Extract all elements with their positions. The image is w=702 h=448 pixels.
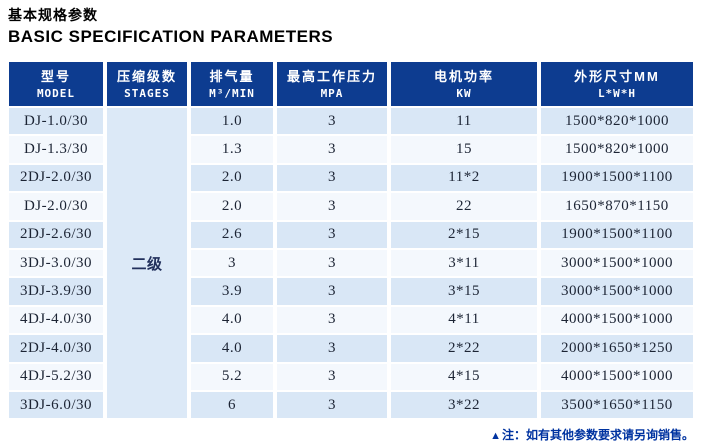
- power-cell: 22: [391, 193, 537, 220]
- col-header-displacement: 排气量 M³/MIN: [191, 62, 273, 106]
- displacement-cell: 4.0: [191, 306, 273, 334]
- dimensions-cell: 3000*1500*1000: [541, 278, 693, 305]
- table-row: 4DJ-4.0/30 4.0 3 4*11 4000*1500*1000: [9, 306, 693, 334]
- col-header-dimensions-unit: L*W*H: [597, 86, 637, 100]
- model-cell: 2DJ-4.0/30: [9, 335, 103, 362]
- table-body: DJ-1.0/30 二级 1.0 3 11 1500*820*1000 DJ-1.3/30 1…: [9, 108, 693, 419]
- col-header-displacement-label-zh: 排气量: [209, 68, 255, 84]
- pressure-cell: 3: [277, 278, 387, 305]
- displacement-cell: 6: [191, 391, 273, 419]
- power-cell: 11: [391, 108, 537, 135]
- power-cell: 3*11: [391, 249, 537, 277]
- displacement-cell: 5.2: [191, 363, 273, 390]
- col-header-dimensions: 外形尺寸MM L*W*H: [541, 62, 693, 106]
- table-row: 2DJ-2.0/30 2.0 3 11*2 1900*1500*1100: [9, 164, 693, 192]
- model-cell: DJ-1.3/30: [9, 136, 103, 163]
- pressure-cell: 3: [277, 391, 387, 419]
- dimensions-cell: 1900*1500*1100: [541, 221, 693, 248]
- table-row: 2DJ-4.0/30 4.0 3 2*22 2000*1650*1250: [9, 335, 693, 362]
- pressure-cell: 3: [277, 193, 387, 220]
- dimensions-cell: 1650*870*1150: [541, 193, 693, 220]
- dimensions-cell: 4000*1500*1000: [541, 306, 693, 334]
- col-header-stages-label-zh: 压缩级数: [116, 68, 177, 84]
- triangle-icon: ▲: [490, 430, 501, 442]
- footnote: ▲注：如有其他参数要求请另询销售。: [490, 426, 694, 443]
- table-row: 4DJ-5.2/30 5.2 3 4*15 4000*1500*1000: [9, 363, 693, 390]
- model-cell: 2DJ-2.6/30: [9, 221, 103, 248]
- model-cell: DJ-1.0/30: [9, 108, 103, 135]
- displacement-cell: 1.0: [191, 108, 273, 135]
- power-cell: 15: [391, 136, 537, 163]
- model-cell: 3DJ-6.0/30: [9, 391, 103, 419]
- page-title-chinese: 基本规格参数: [8, 7, 98, 23]
- model-cell: DJ-2.0/30: [9, 193, 103, 220]
- table-row: DJ-1.0/30 二级 1.0 3 11 1500*820*1000: [9, 108, 693, 419]
- page-title-english: BASIC SPECIFICATION PARAMETERS: [8, 27, 334, 46]
- col-header-stages-unit: STAGES: [124, 86, 170, 100]
- power-cell: 2*15: [391, 221, 537, 248]
- col-header-power-unit: KW: [456, 86, 472, 100]
- dimensions-cell: 4000*1500*1000: [541, 363, 693, 390]
- pressure-cell: 3: [277, 164, 387, 192]
- pressure-cell: 3: [277, 136, 387, 163]
- model-cell: 2DJ-2.0/30: [9, 164, 103, 192]
- dimensions-cell: 1500*820*1000: [541, 108, 693, 135]
- pressure-cell: 3: [277, 221, 387, 248]
- dimensions-cell: 1900*1500*1100: [541, 164, 693, 192]
- model-cell: 3DJ-3.0/30: [9, 249, 103, 277]
- displacement-cell: 4.0: [191, 335, 273, 362]
- displacement-cell: 2.0: [191, 164, 273, 192]
- col-header-model-label-zh: 型号: [40, 68, 71, 84]
- col-header-model: 型号 MODEL: [9, 62, 103, 106]
- power-cell: 4*11: [391, 306, 537, 334]
- pressure-cell: 3: [277, 108, 387, 135]
- model-cell: 3DJ-3.9/30: [9, 278, 103, 305]
- model-cell: 4DJ-4.0/30: [9, 306, 103, 334]
- pressure-cell: 3: [277, 335, 387, 362]
- table-row: 3DJ-3.9/30 3.9 3 3*15 3000*1500*1000: [9, 278, 693, 305]
- dimensions-cell: 3500*1650*1150: [541, 391, 693, 419]
- power-cell: 4*15: [391, 363, 537, 390]
- dimensions-cell: 3000*1500*1000: [541, 249, 693, 277]
- col-header-model-unit: MODEL: [36, 86, 76, 100]
- table-header-row: 型号 MODEL 压缩级数 STAGES 排气量 M³/MIN 最高工作压力 MPA 电机功率 K…: [9, 62, 693, 106]
- col-header-displacement-unit: M³/MIN: [209, 86, 255, 100]
- power-cell: 2*22: [391, 335, 537, 362]
- displacement-cell: 3: [191, 249, 273, 277]
- power-cell: 11*2: [391, 164, 537, 192]
- pressure-cell: 3: [277, 363, 387, 390]
- dimensions-cell: 2000*1650*1250: [541, 335, 693, 362]
- col-header-dimensions-label-zh: 外形尺寸MM: [574, 68, 660, 84]
- dimensions-cell: 1500*820*1000: [541, 136, 693, 163]
- displacement-cell: 1.3: [191, 136, 273, 163]
- footnote-text: 注：如有其他参数要求请另询销售。: [501, 428, 694, 442]
- table-row: DJ-1.3/30 1.3 3 15 1500*820*1000: [9, 136, 693, 163]
- col-header-power-label-zh: 电机功率: [433, 68, 494, 84]
- table-row: 2DJ-2.6/30 2.6 3 2*15 1900*1500*1100: [9, 221, 693, 248]
- table-row: DJ-2.0/30 2.0 3 22 1650*870*1150: [9, 193, 693, 220]
- table-row: 3DJ-6.0/30 6 3 3*22 3500*1650*1150: [9, 391, 693, 419]
- model-cell: 4DJ-5.2/30: [9, 363, 103, 390]
- col-header-stages: 压缩级数 STAGES: [107, 62, 187, 106]
- col-header-pressure-unit: MPA: [320, 86, 344, 100]
- specification-table: 型号 MODEL 压缩级数 STAGES 排气量 M³/MIN 最高工作压力 MPA 电机功率 K…: [5, 60, 697, 420]
- col-header-power: 电机功率 KW: [391, 62, 537, 106]
- pressure-cell: 3: [277, 249, 387, 277]
- displacement-cell: 2.0: [191, 193, 273, 220]
- power-cell: 3*22: [391, 391, 537, 419]
- table-row: 3DJ-3.0/30 3 3 3*11 3000*1500*1000: [9, 249, 693, 277]
- displacement-cell: 2.6: [191, 221, 273, 248]
- power-cell: 3*15: [391, 278, 537, 305]
- displacement-cell: 3.9: [191, 278, 273, 305]
- stages-merged-cell: 二级: [107, 108, 187, 419]
- col-header-pressure: 最高工作压力 MPA: [277, 62, 387, 106]
- col-header-pressure-label-zh: 最高工作压力: [286, 68, 377, 84]
- pressure-cell: 3: [277, 306, 387, 334]
